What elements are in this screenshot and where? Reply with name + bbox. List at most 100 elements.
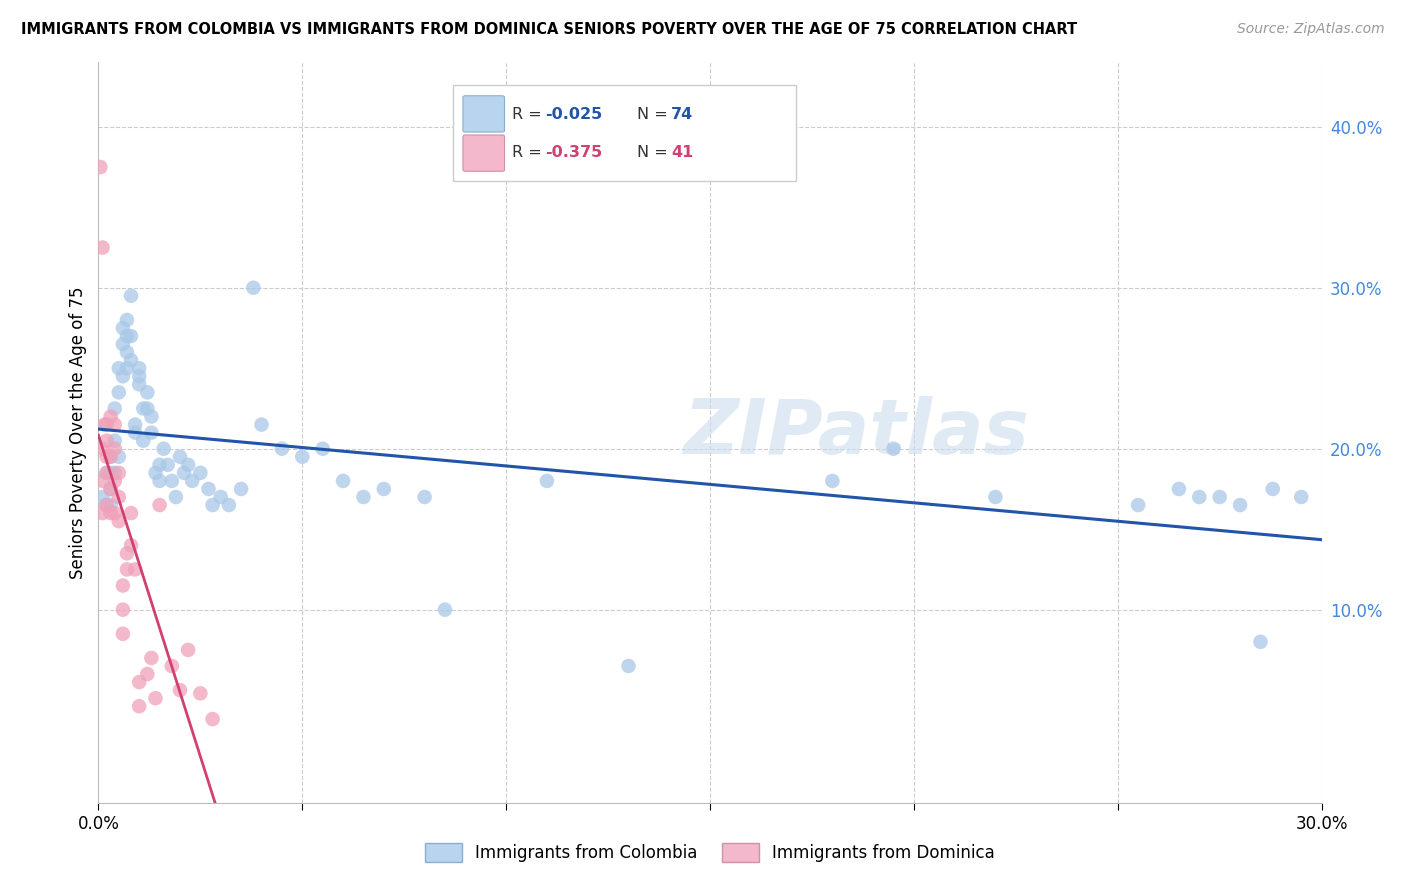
Point [89, 160, 111, 174]
Point [1249, 635, 1271, 649]
Point [120, 353, 142, 368]
Point [1261, 482, 1284, 496]
Point [1291, 490, 1313, 504]
Point [96, 466, 118, 480]
Point [111, 602, 134, 616]
Point [108, 385, 131, 400]
Point [145, 466, 167, 480]
Point [111, 337, 134, 351]
Point [242, 281, 264, 295]
Point [141, 409, 163, 424]
Point [100, 409, 122, 424]
Point [91, 490, 114, 504]
Point [136, 667, 159, 681]
Point [231, 482, 253, 496]
Point [332, 474, 354, 488]
Point [108, 466, 131, 480]
Text: Source: ZipAtlas.com: Source: ZipAtlas.com [1237, 22, 1385, 37]
Point [373, 482, 395, 496]
Point [197, 482, 219, 496]
Point [108, 514, 131, 528]
Text: IMMIGRANTS FROM COLOMBIA VS IMMIGRANTS FROM DOMINICA SENIORS POVERTY OVER THE AG: IMMIGRANTS FROM COLOMBIA VS IMMIGRANTS F… [21, 22, 1077, 37]
Point [413, 490, 436, 504]
Point [165, 490, 187, 504]
Point [160, 659, 183, 673]
Point [136, 401, 159, 416]
Point [169, 450, 191, 464]
Point [124, 562, 146, 576]
Point [128, 675, 150, 690]
FancyBboxPatch shape [463, 95, 505, 132]
Point [132, 434, 155, 448]
Point [96, 466, 118, 480]
Point [100, 450, 122, 464]
Point [96, 434, 118, 448]
Point [291, 450, 314, 464]
Point [120, 289, 142, 303]
Point [111, 369, 134, 384]
Point [115, 562, 138, 576]
FancyBboxPatch shape [453, 85, 796, 181]
Point [115, 345, 138, 359]
Point [188, 466, 212, 480]
Point [352, 490, 374, 504]
Point [128, 361, 150, 376]
Point [1128, 498, 1150, 512]
Point [124, 417, 146, 432]
Point [91, 474, 114, 488]
Point [128, 377, 150, 392]
Point [434, 602, 457, 616]
Point [536, 474, 558, 488]
Point [169, 683, 191, 698]
Point [883, 442, 905, 456]
Point [104, 401, 127, 416]
Point [128, 699, 150, 714]
Point [93, 417, 115, 432]
Point [1229, 498, 1251, 512]
Point [160, 474, 183, 488]
Point [96, 498, 118, 512]
Point [984, 490, 1007, 504]
Point [91, 240, 114, 255]
Point [100, 450, 122, 464]
Point [100, 482, 122, 496]
Point [108, 450, 131, 464]
Point [104, 506, 127, 520]
Point [188, 686, 212, 700]
Point [104, 442, 127, 456]
Point [1209, 490, 1232, 504]
Point [91, 506, 114, 520]
Point [115, 313, 138, 327]
Point [173, 466, 195, 480]
Point [821, 474, 844, 488]
Point [115, 361, 138, 376]
Point [104, 434, 127, 448]
Point [108, 490, 131, 504]
Point [115, 546, 138, 560]
Point [132, 401, 155, 416]
Point [177, 643, 200, 657]
Point [312, 442, 335, 456]
Text: 41: 41 [671, 145, 693, 161]
Point [201, 712, 224, 726]
Text: -0.025: -0.025 [546, 107, 602, 122]
Point [141, 651, 163, 665]
Point [156, 458, 179, 472]
Point [149, 474, 172, 488]
FancyBboxPatch shape [463, 135, 505, 171]
Point [120, 538, 142, 552]
Text: ZIPatlas: ZIPatlas [683, 396, 1029, 469]
Point [149, 498, 172, 512]
Point [177, 458, 200, 472]
Point [149, 458, 172, 472]
Legend: Immigrants from Colombia, Immigrants from Dominica: Immigrants from Colombia, Immigrants fro… [419, 836, 1001, 869]
Point [120, 506, 142, 520]
Text: N =: N = [637, 107, 672, 122]
Point [104, 417, 127, 432]
Point [1188, 490, 1211, 504]
Point [108, 361, 131, 376]
Text: R =: R = [512, 107, 547, 122]
Point [120, 329, 142, 343]
Text: R =: R = [512, 145, 547, 161]
Point [181, 474, 204, 488]
